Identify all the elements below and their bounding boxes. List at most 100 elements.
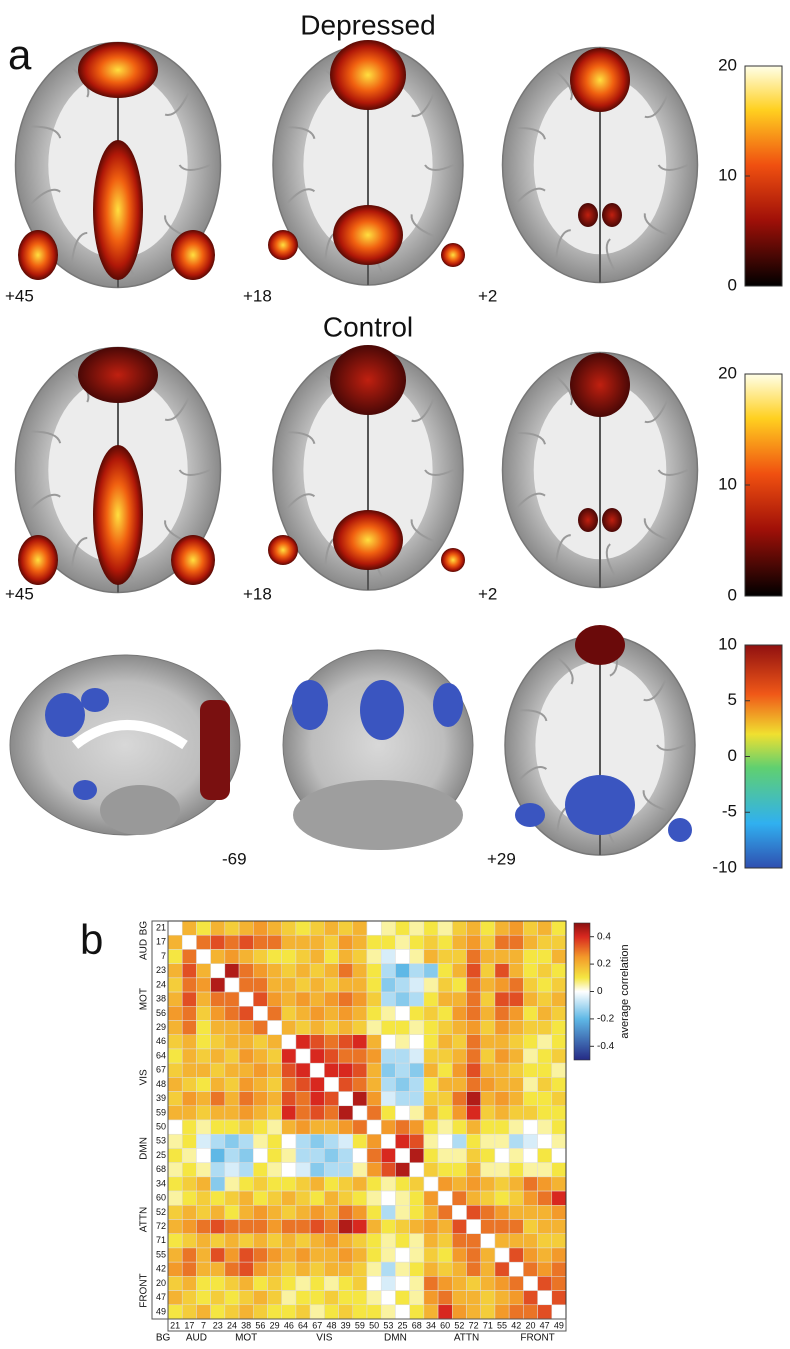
- col-label: 42: [511, 1320, 521, 1330]
- heatmap-cell: [352, 1133, 368, 1149]
- heatmap-cell: [210, 1020, 226, 1035]
- heatmap-cell: [338, 1020, 354, 1035]
- group-label: BG: [139, 921, 150, 936]
- heatmap-cell: [338, 1148, 354, 1163]
- heatmap-cell: [366, 1020, 382, 1035]
- heatmap-cell: [437, 1247, 453, 1263]
- gyrus: [70, 536, 88, 568]
- heatmap-cell: [196, 934, 211, 950]
- heatmap-cell: [167, 1020, 183, 1035]
- heatmap-cell: [409, 1119, 425, 1135]
- heatmap-cell: [167, 1261, 183, 1277]
- heatmap-cell: [309, 1176, 325, 1192]
- col-label: 17: [184, 1320, 194, 1330]
- heatmap-cell: [395, 1048, 410, 1064]
- heatmap-cell: [238, 977, 254, 993]
- heatmap-cell: [238, 1162, 254, 1178]
- activation-blob: [578, 203, 598, 227]
- heatmap-cell: [324, 1176, 339, 1192]
- heatmap-cell: [380, 977, 396, 993]
- heatmap-cell: [537, 977, 553, 993]
- heatmap-cell: [380, 1119, 396, 1135]
- heatmap-cell: [423, 934, 439, 950]
- heatmap-cell: [210, 1304, 226, 1320]
- heatmap-cell: [466, 1190, 481, 1206]
- heatmap-cell: [181, 1290, 197, 1306]
- activation-blob: [18, 535, 58, 585]
- heatmap-cell: [295, 1190, 311, 1206]
- heatmap-cell: [423, 991, 439, 1007]
- activation-blob: [330, 40, 406, 110]
- heatmap-cell: [167, 1034, 183, 1050]
- heatmap-cell: [508, 1020, 524, 1035]
- heatmap-cell: [338, 934, 354, 950]
- heatmap-cell: [224, 1006, 240, 1021]
- diagonal-cell: [210, 963, 226, 979]
- heatmap-cell: [437, 1020, 453, 1035]
- heatmap-cell: [253, 1105, 268, 1121]
- heatmap-cell: [466, 1176, 481, 1192]
- heatmap-cell: [324, 1261, 339, 1277]
- heatmap-cell: [423, 1119, 439, 1135]
- heatmap-cell: [167, 1304, 183, 1320]
- heatmap-cell: [494, 1162, 510, 1178]
- col-label: 72: [469, 1320, 479, 1330]
- heatmap-cell: [267, 1190, 282, 1206]
- heatmap-cell: [352, 1119, 368, 1135]
- heatmap-cell: [309, 991, 325, 1007]
- heatmap-cell: [452, 1077, 467, 1092]
- heatmap-cell: [452, 1062, 467, 1078]
- brain-images: [9, 40, 699, 856]
- heatmap-cell: [551, 1162, 567, 1178]
- heatmap-cell: [452, 1162, 467, 1178]
- heatmap-cell: [167, 1133, 183, 1149]
- heatmap-cell: [423, 1304, 439, 1320]
- heatmap-cell: [380, 1219, 396, 1234]
- heatmap-cell: [466, 920, 481, 936]
- heatmap-cell: [551, 1062, 567, 1078]
- heatmap-cell: [508, 991, 524, 1007]
- heatmap-cell: [395, 1261, 410, 1277]
- heatmap-cell: [267, 1105, 282, 1121]
- group-label: BG: [156, 1333, 171, 1344]
- heatmap-cell: [366, 934, 382, 950]
- activation-blob: [668, 818, 692, 842]
- heatmap-cell: [267, 991, 282, 1007]
- heatmap-cell: [338, 1006, 354, 1021]
- activation-blob: [73, 780, 97, 800]
- col-label: 50: [369, 1320, 379, 1330]
- heatmap-cell: [466, 977, 481, 993]
- heatmap-cell: [352, 1048, 368, 1064]
- heatmap-cell: [295, 1176, 311, 1192]
- heatmap-cell: [423, 1034, 439, 1050]
- colorbar: [744, 65, 783, 287]
- gyrus: [411, 93, 435, 118]
- heatmap-cell: [452, 920, 467, 936]
- heatmap-cell: [352, 1304, 368, 1320]
- heatmap-cell: [523, 949, 538, 964]
- heatmap-cell: [267, 1091, 282, 1107]
- slice-label: -69: [222, 849, 247, 868]
- group-label: MOT: [235, 1333, 257, 1344]
- heatmap-cell: [452, 1247, 467, 1263]
- diagonal-cell: [409, 1162, 425, 1178]
- heatmap-cell: [352, 1162, 368, 1178]
- heatmap-cell: [295, 1276, 311, 1291]
- heatmap-cell: [508, 1148, 524, 1163]
- row-label: 39: [156, 1093, 166, 1103]
- heatmap-cell: [494, 1062, 510, 1078]
- heatmap-cell: [523, 1006, 538, 1021]
- heatmap-cell: [295, 977, 311, 993]
- gyrus: [286, 188, 316, 204]
- heatmap-cell: [423, 1247, 439, 1263]
- group-label: DMN: [139, 1137, 150, 1160]
- heatmap-cell: [181, 1020, 197, 1035]
- heatmap-cell: [466, 1077, 481, 1092]
- col-label: 24: [227, 1320, 237, 1330]
- heatmap-cell: [480, 1304, 496, 1320]
- heatmap-cell: [466, 934, 481, 950]
- heatmap-cell: [523, 1119, 538, 1135]
- heatmap-cell: [452, 1119, 467, 1135]
- gyrus: [31, 125, 62, 139]
- heatmap-cell: [494, 1261, 510, 1277]
